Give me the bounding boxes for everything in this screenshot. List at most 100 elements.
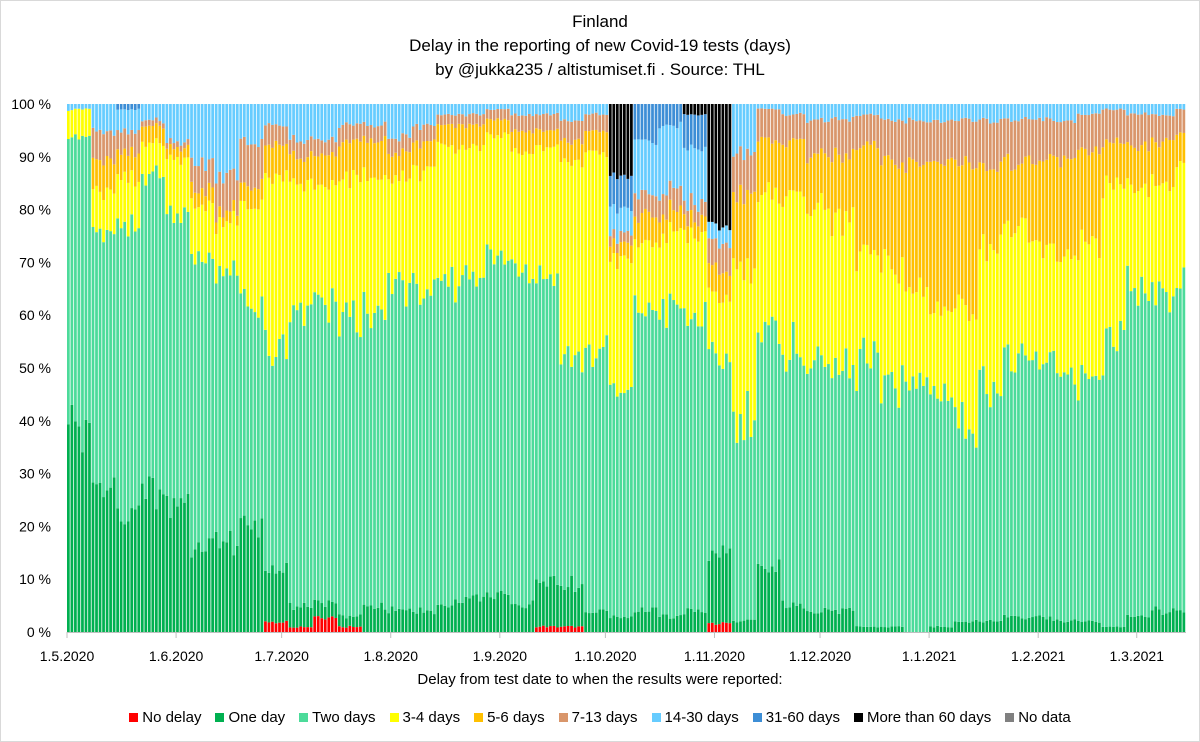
bar-segment [390,138,394,157]
bar-segment [904,123,908,173]
bar-segment [133,133,137,158]
bar-segment [872,115,876,141]
bar-segment [622,174,626,207]
bar-segment [517,153,521,277]
legend-label: More than 60 days [866,709,992,726]
bar-segment [563,119,566,138]
bar-segment [939,626,943,632]
bar-segment [531,133,535,155]
bar-segment [668,180,672,200]
bar-segment [1059,122,1063,168]
bar-segment [672,125,675,188]
bar-segment [767,325,770,573]
bar-segment [1062,104,1066,122]
bar-segment [302,325,306,603]
bar-segment [415,283,419,614]
bar-segment [1080,229,1084,366]
bar-segment [337,127,341,147]
bar-segment [851,610,855,632]
bar-segment [489,104,492,110]
bar-segment [577,626,580,632]
legend-swatch [474,713,484,722]
bar-segment [425,123,429,141]
bar-segment [440,125,443,144]
bar-segment [204,104,207,171]
bar-segment [190,104,193,158]
bar-segment [154,138,158,166]
bar-segment [144,185,148,499]
bar-segment [503,593,507,632]
bar-segment [401,170,405,281]
legend-item: One day [215,709,285,726]
bar-segment [1136,615,1140,632]
bar-segment [1126,115,1129,143]
bar-segment [918,277,922,373]
bar-segment [900,120,904,163]
bar-segment [545,147,549,279]
bar-segment [651,217,654,248]
bar-segment [1122,626,1126,632]
bar-segment [995,393,999,622]
bar-segment [313,156,317,190]
bar-segment [693,104,697,115]
bar-segment [732,620,735,632]
bar-segment [133,186,137,232]
bar-segment [644,139,647,191]
bar-segment [700,104,704,115]
bar-segment [682,214,686,230]
bar-segment [988,244,992,408]
bar-segment [714,223,718,239]
bar-segment [577,587,580,627]
bar-segment [1052,155,1056,244]
bar-segment [408,137,412,153]
bar-segment [651,143,654,196]
bar-segment [703,301,707,613]
bar-segment [1140,615,1143,632]
bar-segment [306,157,310,181]
bar-segment [542,131,545,152]
legend-label: 7-13 days [571,709,638,726]
bar-segment [943,306,946,384]
bar-segment [615,396,619,617]
bar-segment [915,292,918,389]
bar-segment [154,123,158,139]
bar-segment [686,226,690,244]
bar-segment [242,182,246,201]
bar-segment [1066,158,1070,250]
bar-segment [1147,104,1151,116]
bar-segment [777,142,781,204]
bar-segment [271,621,274,632]
bar-segment [147,104,151,120]
bar-segment [538,626,542,632]
bar-segment [359,337,362,615]
bar-segment [390,104,394,139]
bar-segment [798,603,802,632]
bar-segment [116,218,119,509]
bar-segment [981,117,985,164]
bar-segment [373,608,376,632]
bar-segment [1140,187,1143,277]
bar-segment [344,171,348,303]
bar-segment [577,159,580,352]
bar-segment [179,104,183,146]
bar-segment [464,149,468,266]
bar-segment [313,292,317,600]
bar-segment [862,104,865,115]
bar-segment [200,157,204,189]
bar-segment [242,104,246,137]
bar-segment [306,104,310,140]
bar-segment [116,130,119,150]
bar-segment [1013,169,1017,234]
bar-segment [995,621,999,632]
bar-segment [742,440,746,621]
bar-segment [1041,121,1045,162]
bar-segment [330,180,334,289]
chart-subtitle: Delay in the reporting of new Covid-19 t… [409,36,791,55]
bar-segment [570,104,573,122]
bar-segment [637,611,640,632]
bar-segment [809,120,813,158]
bar-segment [327,155,331,190]
bar-segment [355,332,359,617]
bar-segment [855,115,858,151]
bar-segment [320,603,324,619]
